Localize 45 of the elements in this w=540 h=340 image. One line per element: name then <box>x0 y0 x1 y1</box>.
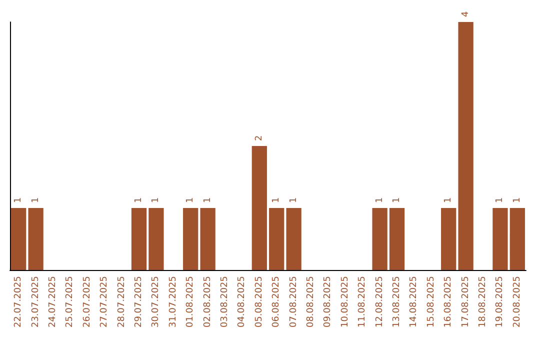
x-tick-label: 09.08.2025 <box>323 276 334 328</box>
x-tick-label: 02.08.2025 <box>202 276 213 328</box>
data-label: 1 <box>186 197 196 203</box>
x-tick-label: 30.07.2025 <box>151 276 162 328</box>
x-tick-label: 04.08.2025 <box>237 276 248 328</box>
x-tick-label: 05.08.2025 <box>254 276 264 328</box>
data-label: 2 <box>254 135 264 141</box>
x-tick-label: 07.08.2025 <box>288 276 299 328</box>
x-tick-label: 08.08.2025 <box>306 276 316 328</box>
x-tick-label: 18.08.2025 <box>478 276 488 328</box>
x-tick-label: 10.08.2025 <box>340 276 350 328</box>
data-label: 1 <box>512 197 522 203</box>
x-tick-label: 27.07.2025 <box>100 276 110 328</box>
data-label: 4 <box>460 11 471 17</box>
x-tick-label: 11.08.2025 <box>358 276 368 328</box>
x-tick-label: 06.08.2025 <box>272 276 282 328</box>
x-tick-label: 26.07.2025 <box>82 276 92 328</box>
x-tick-label: 29.07.2025 <box>134 276 144 328</box>
x-tick-label: 31.07.2025 <box>168 276 178 328</box>
data-label: 1 <box>14 197 24 203</box>
data-label: 1 <box>495 197 506 203</box>
x-tick-label: 28.07.2025 <box>116 276 127 328</box>
x-tick-label: 17.08.2025 <box>460 276 471 328</box>
x-tick-label: 03.08.2025 <box>220 276 230 328</box>
x-tick-label: 12.08.2025 <box>374 276 385 328</box>
data-label: 1 <box>202 197 213 203</box>
x-tick-label: 01.08.2025 <box>186 276 196 328</box>
data-label: 1 <box>151 197 162 203</box>
x-tick-label: 22.07.2025 <box>14 276 24 328</box>
data-label: 1 <box>392 197 402 203</box>
x-tick-label: 24.07.2025 <box>48 276 58 328</box>
x-tick-label: 23.07.2025 <box>30 276 41 328</box>
x-tick-label: 14.08.2025 <box>409 276 420 328</box>
data-label: 1 <box>444 197 454 203</box>
data-label: 1 <box>134 197 144 203</box>
data-label: 1 <box>272 197 282 203</box>
data-label: 1 <box>288 197 299 203</box>
x-tick-label: 19.08.2025 <box>495 276 506 328</box>
x-tick-label: 13.08.2025 <box>392 276 402 328</box>
data-label: 1 <box>374 197 385 203</box>
x-tick-label: 16.08.2025 <box>444 276 454 328</box>
x-tick-label: 20.08.2025 <box>512 276 522 328</box>
data-label: 1 <box>30 197 41 203</box>
x-tick-label: 25.07.2025 <box>65 276 76 328</box>
x-tick-label: 15.08.2025 <box>426 276 436 328</box>
